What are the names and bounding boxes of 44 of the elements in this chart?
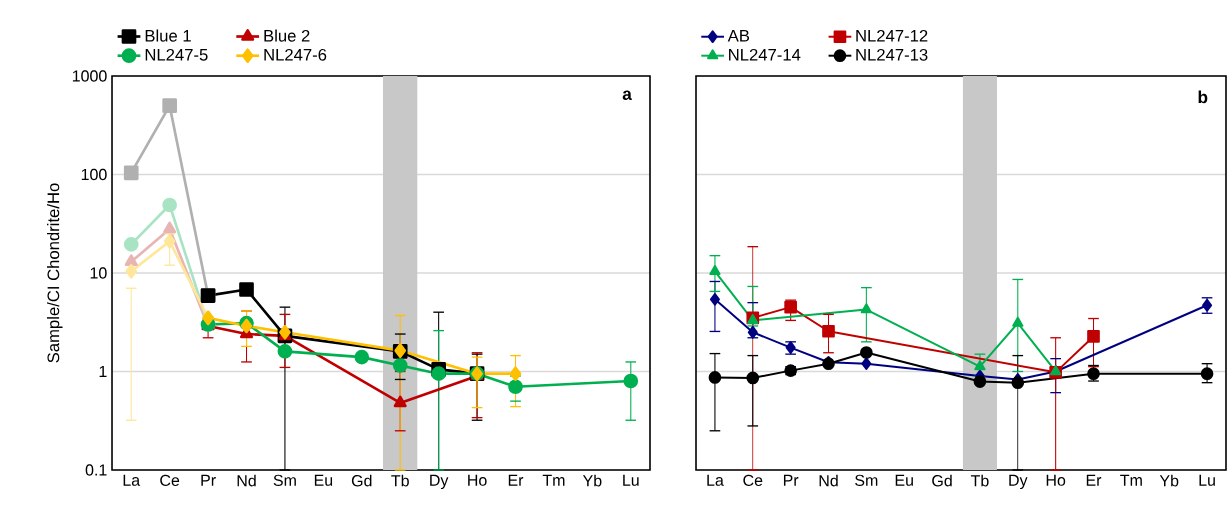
x-tick-label: Ce [160,474,180,487]
x-tick-label: Ho [468,474,487,486]
annotation: b [1198,90,1208,104]
x-tick-label: Yb [582,474,602,487]
x-tick-label: Ce [743,474,763,487]
x-tick-label: Eu [314,474,333,486]
x-tick-label: Tm [542,474,565,486]
x-tick-label: Er [1086,474,1102,486]
x-tick-label: Gd [351,474,372,487]
y-tick-label: 0.1 [85,464,107,476]
x-tick-label: Yb [1159,474,1179,487]
legend-label: Blue 2 [264,29,310,42]
y-tick-label: 1 [99,365,107,377]
legend-label: NL247-12 [856,29,928,42]
x-tick-label: Sm [273,474,296,487]
y-axis-title: Sample/CI Chondrite/Ho [47,183,63,363]
y-tick-label: 10 [90,267,107,279]
legend-label: NL247-14 [729,48,801,61]
x-tick-label: Dy [430,474,449,490]
legend-label: NL247-13 [856,48,928,61]
x-tick-label: Pr [783,474,799,486]
x-tick-label: Lu [1199,474,1215,486]
legend-label: NL247-5 [145,48,208,61]
legend-label: AB [727,30,750,42]
x-tick-label: Dy [1009,474,1028,490]
y-tick-label: 100 [81,168,107,181]
x-tick-label: Nd [819,474,838,487]
legend-label: Blue 1 [145,29,191,42]
x-tick-label: Tb [391,474,409,487]
x-tick-label: Nd [237,474,256,487]
x-tick-label: Eu [895,474,913,486]
legend-label: NL247-6 [264,48,327,61]
y-tick-label: 1000 [72,70,107,82]
x-tick-label: La [707,474,724,486]
x-tick-label: Tm [1120,474,1142,486]
x-tick-label: Pr [201,474,216,486]
x-tick-label: Sm [855,474,878,487]
x-tick-label: La [123,474,141,486]
x-tick-label: Ho [1046,474,1066,486]
annotation: a [622,90,632,101]
x-tick-label: Er [508,474,524,486]
x-tick-label: Tb [970,474,989,487]
x-tick-label: Gd [932,474,952,487]
x-tick-label: Lu [623,474,639,486]
